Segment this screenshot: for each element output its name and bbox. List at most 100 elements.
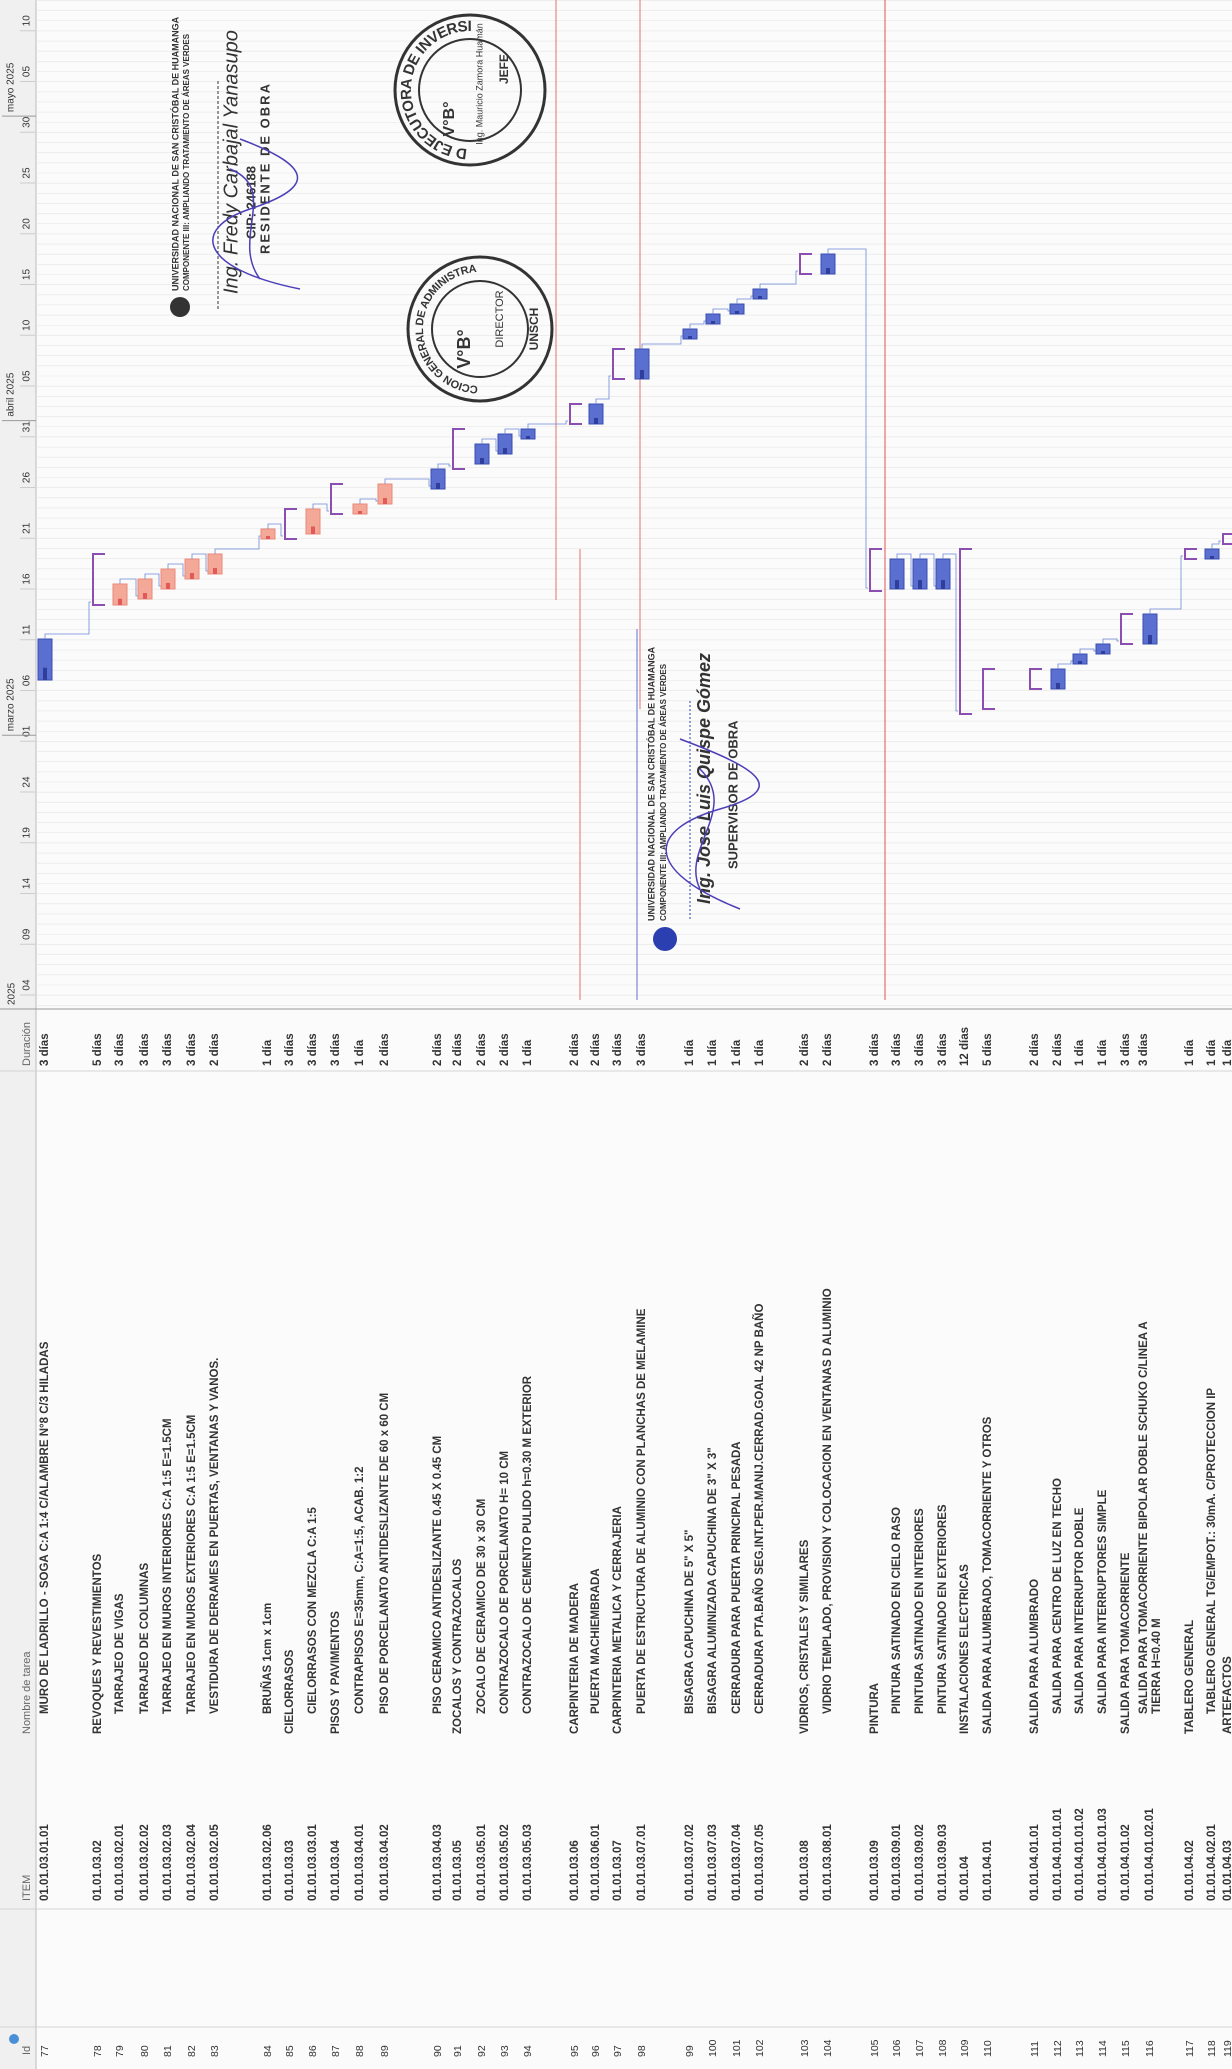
row-duration: 2 días bbox=[1029, 1033, 1041, 1066]
row-duration: 2 días bbox=[1052, 1033, 1064, 1066]
row-item: 01.01.03.09 bbox=[869, 1840, 881, 1901]
progress-bar bbox=[266, 536, 270, 539]
row-id: 85 bbox=[284, 2045, 296, 2057]
progress-bar bbox=[1210, 556, 1214, 559]
progress-bar bbox=[118, 598, 122, 605]
day-label: 31 bbox=[22, 421, 33, 433]
row-duration: 1 día bbox=[262, 1039, 274, 1066]
progress-bar bbox=[711, 321, 715, 324]
row-duration: 5 días bbox=[92, 1033, 104, 1066]
row-item: 01.01.03.08 bbox=[799, 1840, 811, 1901]
row-duration: 2 días bbox=[799, 1033, 811, 1066]
summary-bracket bbox=[569, 403, 582, 425]
summary-bracket bbox=[330, 483, 343, 515]
column-header: ITEM bbox=[21, 1875, 33, 1901]
row-duration: 3 días bbox=[1138, 1033, 1150, 1066]
row-id: 80 bbox=[139, 2045, 151, 2057]
row-item: 01.01.03.06.01 bbox=[590, 1824, 602, 1901]
row-duration: 3 días bbox=[330, 1033, 342, 1066]
progress-bar bbox=[688, 336, 692, 339]
row-name: PISO DE PORCELANATO ANTIDESLIZANTE DE 60… bbox=[379, 1393, 391, 1714]
row-name: CONTRAZOCALO DE CEMENTO PULIDO h=0.30 M … bbox=[522, 1375, 534, 1714]
day-label: 06 bbox=[22, 675, 33, 687]
row-id: 81 bbox=[162, 2045, 174, 2057]
row-duration: 3 días bbox=[284, 1033, 296, 1066]
dependency-link bbox=[736, 295, 753, 304]
task-rows: 77 01.01.03.01.01 MURO DE LADRILLO - SOGA … bbox=[39, 1027, 1232, 2057]
info-icon bbox=[9, 2034, 19, 2044]
row-id: 105 bbox=[869, 2039, 881, 2057]
dependency-link bbox=[1057, 660, 1073, 669]
row-item: 01.01.04.01 bbox=[982, 1840, 994, 1901]
stamp-text: JEFE bbox=[497, 54, 511, 84]
summary-bracket bbox=[452, 428, 465, 470]
row-item: 01.01.03.04.03 bbox=[432, 1824, 444, 1901]
row-id: 108 bbox=[937, 2039, 949, 2057]
summary-bracket bbox=[799, 253, 812, 275]
dependency-link bbox=[759, 270, 798, 289]
row-name: PISO CERAMICO ANTIDESLIZANTE 0.45 X 0.45… bbox=[432, 1436, 444, 1714]
day-label: 09 bbox=[22, 928, 33, 940]
row-id: 99 bbox=[684, 2045, 696, 2057]
row-name: CIELORRASOS CON MEZCLA C:A 1:5 bbox=[307, 1507, 319, 1714]
row-duration: 3 días bbox=[139, 1033, 151, 1066]
row-duration: 2 días bbox=[822, 1033, 834, 1066]
row-duration: 2 días bbox=[452, 1033, 464, 1066]
row-duration: 2 días bbox=[432, 1033, 444, 1066]
day-label: 19 bbox=[22, 827, 33, 839]
row-id: 97 bbox=[612, 2045, 624, 2057]
day-label: 16 bbox=[22, 573, 33, 585]
day-label: 01 bbox=[22, 725, 33, 737]
row-duration: 2 días bbox=[209, 1033, 221, 1066]
stamp-text: UNSCH bbox=[527, 308, 541, 351]
row-duration: 3 días bbox=[114, 1033, 126, 1066]
row-duration: 3 días bbox=[162, 1033, 174, 1066]
row-duration: 2 días bbox=[499, 1033, 511, 1066]
progress-bar bbox=[735, 311, 739, 314]
progress-bar bbox=[213, 568, 217, 574]
row-name: TARRAJEO EN MUROS EXTERIORES C:A 1:5 E=1… bbox=[186, 1415, 198, 1714]
progress-bar bbox=[1056, 683, 1060, 689]
row-item: 01.01.03.01.01 bbox=[39, 1824, 51, 1901]
row-duration: 1 día bbox=[1074, 1039, 1086, 1066]
row-name: CERRADURA PARA PUERTA PRINCIPAL PESADA bbox=[731, 1441, 743, 1714]
row-item: 01.01.04.03 bbox=[1222, 1840, 1232, 1901]
stamp-text: COMPONENTE III: AMPLIANDO TRATAMIENTO DE… bbox=[182, 33, 191, 291]
row-duration: 2 días bbox=[476, 1033, 488, 1066]
gantt-bars bbox=[37, 248, 1232, 715]
row-id: 91 bbox=[452, 2045, 464, 2057]
row-duration: 3 días bbox=[869, 1033, 881, 1066]
row-duration: 1 día bbox=[354, 1039, 366, 1066]
row-name: PINTURA SATINADO EN EXTERIORES bbox=[937, 1504, 949, 1714]
row-name: ZOCALOS Y CONTRAZOCALOS bbox=[452, 1558, 464, 1734]
row-duration: 1 día bbox=[684, 1039, 696, 1066]
row-name: TARRAJEO DE COLUMNAS bbox=[139, 1562, 151, 1714]
day-label: 10 bbox=[22, 319, 33, 331]
row-name: PINTURA SATINADO EN INTERIORES bbox=[914, 1508, 926, 1714]
row-item: 01.01.04.02.01 bbox=[1206, 1824, 1218, 1901]
dependency-link bbox=[827, 248, 868, 589]
progress-bar bbox=[143, 593, 147, 599]
stamp-name: Ing. Fredy Carbajal Yanasupo bbox=[220, 30, 242, 294]
column-header: Id bbox=[21, 2046, 33, 2055]
row-name: SALIDA PARA INTERRUPTORES SIMPLE bbox=[1097, 1489, 1109, 1714]
row-name: CONTRAPISOS E=35mm, C:A=1:5, ACAB. 1:2 bbox=[354, 1466, 366, 1714]
row-name: SALIDA PARA TOMACORRIENTE bbox=[1120, 1552, 1132, 1734]
row-name: VESTIDURA DE DERRAMES EN PUERTAS, VENTAN… bbox=[209, 1358, 221, 1714]
stamp-text: UNIVERSIDAD NACIONAL DE SAN CRISTÓBAL DE… bbox=[169, 16, 180, 291]
row-id: 78 bbox=[92, 2045, 104, 2057]
dependency-link bbox=[595, 375, 611, 404]
summary-bracket bbox=[612, 348, 625, 380]
row-name: REVOQUES Y REVESTIMIENTOS bbox=[92, 1553, 104, 1734]
row-duration: 3 días bbox=[1120, 1033, 1132, 1066]
row-id: 84 bbox=[262, 2045, 274, 2057]
row-id: 114 bbox=[1097, 2040, 1109, 2057]
row-name: ARTEFACTOS bbox=[1222, 1656, 1232, 1734]
row-id: 113 bbox=[1074, 2040, 1086, 2057]
row-item: 01.01.04.01.01.02 bbox=[1074, 1808, 1086, 1901]
progress-bar bbox=[43, 667, 47, 680]
row-id: 77 bbox=[39, 2045, 51, 2057]
row-item: 01.01.03.07.05 bbox=[754, 1824, 766, 1901]
row-name: ZOCALO DE CERAMICO DE 30 x 30 CM bbox=[476, 1499, 488, 1714]
progress-bar bbox=[480, 458, 484, 464]
